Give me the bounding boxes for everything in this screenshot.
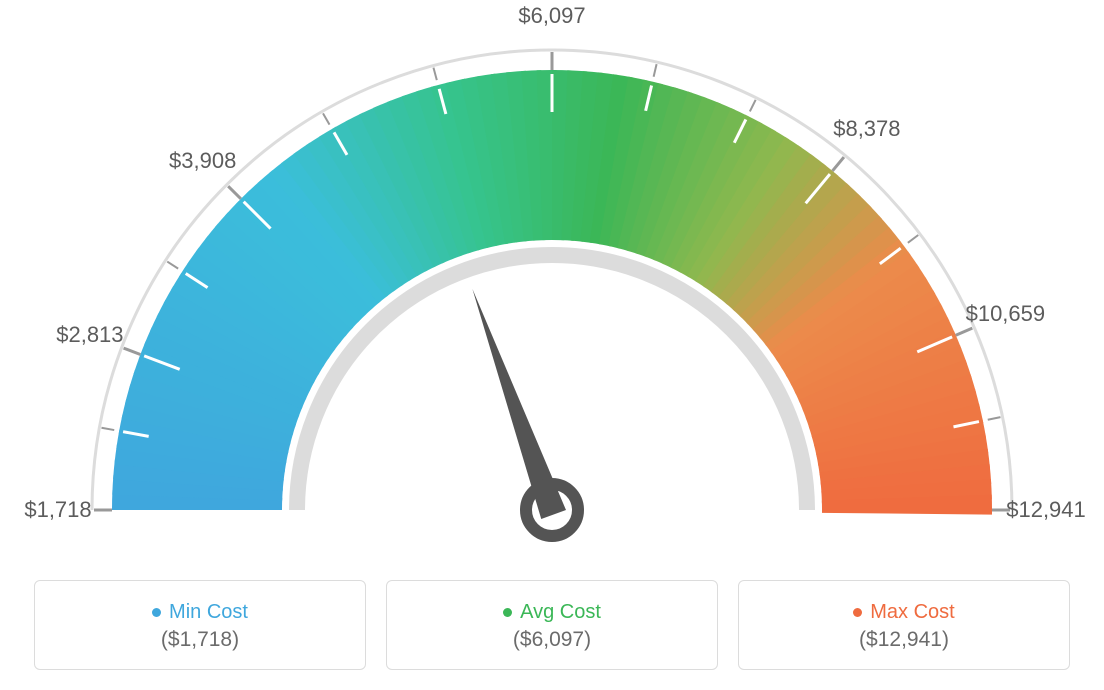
legend-value: ($1,718) xyxy=(161,628,239,652)
legend-title-max: Max Cost xyxy=(853,601,954,624)
legend-card-avg: Avg Cost ($6,097) xyxy=(386,580,718,670)
legend-label: Max Cost xyxy=(870,601,954,624)
gauge-tick-label: $3,908 xyxy=(169,148,236,174)
gauge-tick-label: $12,941 xyxy=(1006,497,1086,523)
dot-icon xyxy=(152,608,161,617)
gauge-tick-label: $2,813 xyxy=(56,322,123,348)
legend-card-max: Max Cost ($12,941) xyxy=(738,580,1070,670)
gauge-tick-label: $6,097 xyxy=(518,3,585,29)
gauge-tick-label: $1,718 xyxy=(24,497,91,523)
legend-title-min: Min Cost xyxy=(152,601,248,624)
dot-icon xyxy=(503,608,512,617)
legend-card-min: Min Cost ($1,718) xyxy=(34,580,366,670)
legend-label: Avg Cost xyxy=(520,601,601,624)
legend: Min Cost ($1,718) Avg Cost ($6,097) Max … xyxy=(34,580,1070,670)
gauge-tick-label: $8,378 xyxy=(833,116,900,142)
gauge-chart: $1,718 $2,813 $3,908 $6,097 $8,378 $10,659 $12… xyxy=(0,0,1104,560)
gauge-tick-label: $10,659 xyxy=(966,301,1046,327)
legend-value: ($6,097) xyxy=(513,628,591,652)
legend-value: ($12,941) xyxy=(859,628,949,652)
legend-title-avg: Avg Cost xyxy=(503,601,601,624)
legend-label: Min Cost xyxy=(169,601,248,624)
gauge-svg xyxy=(52,20,1052,560)
dot-icon xyxy=(853,608,862,617)
